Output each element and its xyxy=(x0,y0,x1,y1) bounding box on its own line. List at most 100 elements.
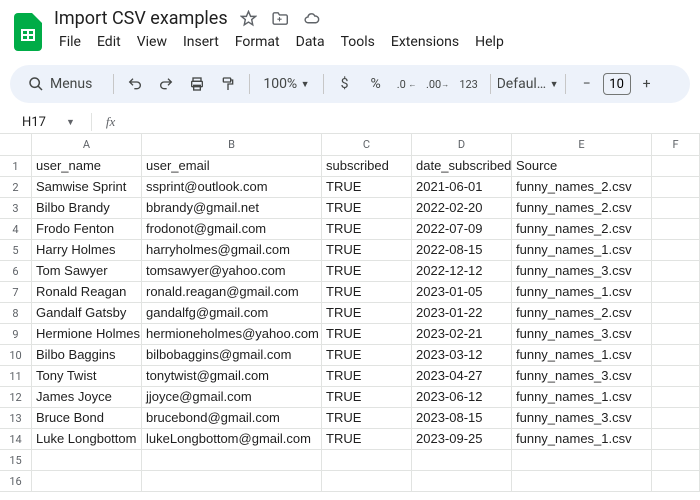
namebox-dropdown-icon[interactable]: ▼ xyxy=(66,117,85,128)
row-header[interactable]: 8 xyxy=(0,303,32,324)
cell[interactable] xyxy=(412,450,512,471)
cell[interactable]: TRUE xyxy=(322,198,412,219)
col-header[interactable]: D xyxy=(412,134,512,156)
cell[interactable]: Bilbo Baggins xyxy=(32,345,142,366)
cell[interactable]: 2023-06-12 xyxy=(412,387,512,408)
menu-file[interactable]: File xyxy=(52,31,88,53)
cell[interactable]: Harry Holmes xyxy=(32,240,142,261)
row-header[interactable]: 3 xyxy=(0,198,32,219)
cell[interactable] xyxy=(652,345,700,366)
cell[interactable]: 2023-01-05 xyxy=(412,282,512,303)
row-header[interactable]: 4 xyxy=(0,219,32,240)
cell[interactable] xyxy=(412,471,512,492)
cell[interactable]: Ronald Reagan xyxy=(32,282,142,303)
cell[interactable] xyxy=(652,219,700,240)
search-menus-button[interactable]: Menus xyxy=(18,69,106,99)
cell[interactable]: TRUE xyxy=(322,261,412,282)
cell[interactable]: 2022-07-09 xyxy=(412,219,512,240)
spreadsheet-grid[interactable]: ABCDEF1user_nameuser_emailsubscribeddate… xyxy=(0,134,700,492)
cell[interactable] xyxy=(652,429,700,450)
cell[interactable]: TRUE xyxy=(322,282,412,303)
cell[interactable] xyxy=(652,198,700,219)
row-header[interactable]: 14 xyxy=(0,429,32,450)
decrease-decimal-button[interactable]: .0 ← xyxy=(393,70,421,98)
col-header[interactable]: C xyxy=(322,134,412,156)
cell[interactable] xyxy=(652,408,700,429)
menu-edit[interactable]: Edit xyxy=(90,31,128,53)
cell[interactable]: TRUE xyxy=(322,240,412,261)
cell[interactable] xyxy=(32,450,142,471)
cell[interactable]: Bilbo Brandy xyxy=(32,198,142,219)
font-select[interactable]: Defaul… ▼ xyxy=(498,70,558,98)
col-header[interactable]: F xyxy=(652,134,700,156)
cell[interactable]: lukeLongbottom@gmail.com xyxy=(142,429,322,450)
undo-button[interactable] xyxy=(121,70,149,98)
increase-decimal-button[interactable]: .00→ xyxy=(424,70,452,98)
cell[interactable]: 2023-02-21 xyxy=(412,324,512,345)
cloud-icon[interactable] xyxy=(302,10,321,27)
paint-format-button[interactable] xyxy=(214,70,242,98)
cell[interactable]: ronald.reagan@gmail.com xyxy=(142,282,322,303)
cell[interactable] xyxy=(652,282,700,303)
col-header[interactable]: E xyxy=(512,134,652,156)
cell[interactable]: funny_names_3.csv xyxy=(512,261,652,282)
cell[interactable] xyxy=(652,156,700,177)
cell[interactable]: brucebond@gmail.com xyxy=(142,408,322,429)
cell[interactable]: funny_names_1.csv xyxy=(512,429,652,450)
col-header[interactable]: B xyxy=(142,134,322,156)
row-header[interactable]: 7 xyxy=(0,282,32,303)
cell[interactable]: TRUE xyxy=(322,177,412,198)
cell[interactable]: funny_names_2.csv xyxy=(512,198,652,219)
cell[interactable]: funny_names_2.csv xyxy=(512,219,652,240)
move-icon[interactable] xyxy=(271,10,288,27)
cell[interactable]: TRUE xyxy=(322,303,412,324)
zoom-select[interactable]: 100% ▼ xyxy=(257,70,315,98)
row-header[interactable]: 12 xyxy=(0,387,32,408)
cell[interactable] xyxy=(142,450,322,471)
cell[interactable]: subscribed xyxy=(322,156,412,177)
cell[interactable]: Frodo Fenton xyxy=(32,219,142,240)
cell[interactable] xyxy=(512,450,652,471)
col-header[interactable]: A xyxy=(32,134,142,156)
cell[interactable]: 2022-12-12 xyxy=(412,261,512,282)
cell[interactable]: funny_names_3.csv xyxy=(512,366,652,387)
print-button[interactable] xyxy=(183,70,211,98)
cell[interactable] xyxy=(142,471,322,492)
cell[interactable]: funny_names_1.csv xyxy=(512,387,652,408)
menu-extensions[interactable]: Extensions xyxy=(384,31,466,53)
menu-format[interactable]: Format xyxy=(228,31,287,53)
row-header[interactable]: 6 xyxy=(0,261,32,282)
cell[interactable]: jjoyce@gmail.com xyxy=(142,387,322,408)
cell[interactable]: 2022-08-15 xyxy=(412,240,512,261)
cell[interactable]: TRUE xyxy=(322,219,412,240)
cell[interactable] xyxy=(652,303,700,324)
cell[interactable]: Gandalf Gatsby xyxy=(32,303,142,324)
select-all-corner[interactable] xyxy=(0,134,32,156)
cell[interactable] xyxy=(652,366,700,387)
cell[interactable] xyxy=(322,450,412,471)
cell[interactable]: funny_names_2.csv xyxy=(512,177,652,198)
cell[interactable]: ssprint@outlook.com xyxy=(142,177,322,198)
cell[interactable]: user_email xyxy=(142,156,322,177)
cell[interactable] xyxy=(512,471,652,492)
cell[interactable]: tonytwist@gmail.com xyxy=(142,366,322,387)
cell[interactable]: Tom Sawyer xyxy=(32,261,142,282)
cell[interactable]: 2023-01-22 xyxy=(412,303,512,324)
menu-help[interactable]: Help xyxy=(468,31,511,53)
cell[interactable]: TRUE xyxy=(322,324,412,345)
row-header[interactable]: 11 xyxy=(0,366,32,387)
cell[interactable]: funny_names_1.csv xyxy=(512,345,652,366)
cell[interactable]: TRUE xyxy=(322,345,412,366)
row-header[interactable]: 15 xyxy=(0,450,32,471)
cell[interactable]: harryholmes@gmail.com xyxy=(142,240,322,261)
cell[interactable]: bilbobaggins@gmail.com xyxy=(142,345,322,366)
cell[interactable] xyxy=(652,450,700,471)
cell[interactable]: 2023-03-12 xyxy=(412,345,512,366)
cell[interactable]: Samwise Sprint xyxy=(32,177,142,198)
cell[interactable] xyxy=(652,387,700,408)
cell[interactable]: gandalfg@gmail.com xyxy=(142,303,322,324)
percent-button[interactable]: % xyxy=(362,70,390,98)
cell[interactable]: hermioneholmes@yahoo.com xyxy=(142,324,322,345)
sheets-logo-icon[interactable] xyxy=(12,12,44,52)
cell[interactable]: bbrandy@gmail.net xyxy=(142,198,322,219)
